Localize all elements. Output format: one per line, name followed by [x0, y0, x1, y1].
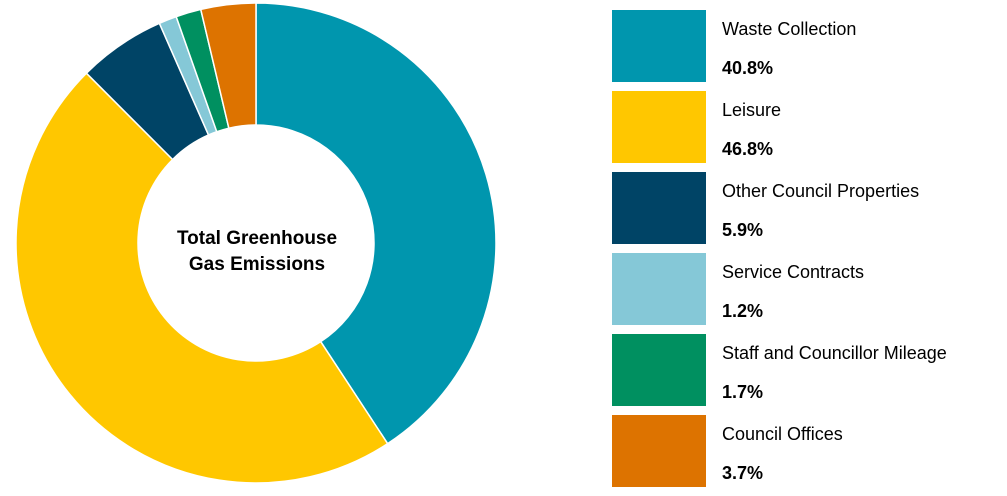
legend-value: 1.2%: [722, 301, 764, 321]
legend-swatch: [612, 253, 706, 325]
donut-slice-leisure: [15, 72, 389, 484]
legend-swatch: [612, 415, 706, 487]
legend-swatch: [612, 334, 706, 406]
legend-label: Waste Collection: [722, 19, 857, 39]
legend: Waste Collection 40.8% Leisure 46.8% Oth…: [612, 10, 1007, 496]
legend-item-waste-collection: Waste Collection 40.8%: [612, 10, 1007, 91]
legend-item-other-council-properties: Other Council Properties 5.9%: [612, 172, 1007, 253]
legend-value: 3.7%: [722, 463, 764, 483]
legend-value: 40.8%: [722, 58, 774, 78]
legend-swatch: [612, 91, 706, 163]
legend-label: Other Council Properties: [722, 181, 920, 201]
legend-item-council-offices: Council Offices 3.7%: [612, 415, 1007, 496]
legend-item-service-contracts: Service Contracts 1.2%: [612, 253, 1007, 334]
legend-swatch: [612, 172, 706, 244]
donut-slice-waste-collection: [255, 2, 497, 445]
center-label: Total Greenhouse Gas Emissions: [152, 226, 362, 278]
donut-slice-council-offices: [199, 2, 257, 130]
legend-label: Service Contracts: [722, 262, 865, 282]
donut-chart: [15, 2, 497, 484]
legend-value: 46.8%: [722, 139, 774, 159]
legend-label: Council Offices: [722, 424, 843, 444]
legend-item-staff-and-councillor-mileage: Staff and Councillor Mileage 1.7%: [612, 334, 1007, 415]
legend-swatch: [612, 10, 706, 82]
legend-value: 5.9%: [722, 220, 764, 240]
center-label-line-1: Total Greenhouse: [176, 228, 338, 249]
legend-value: 1.7%: [722, 382, 764, 402]
donut-chart-area: Total Greenhouse Gas Emissions: [15, 2, 497, 484]
center-label-line-2: Gas Emissions: [188, 254, 326, 275]
legend-label: Staff and Councillor Mileage: [722, 343, 947, 363]
legend-item-leisure: Leisure 46.8%: [612, 91, 1007, 172]
legend-label: Leisure: [722, 100, 782, 120]
